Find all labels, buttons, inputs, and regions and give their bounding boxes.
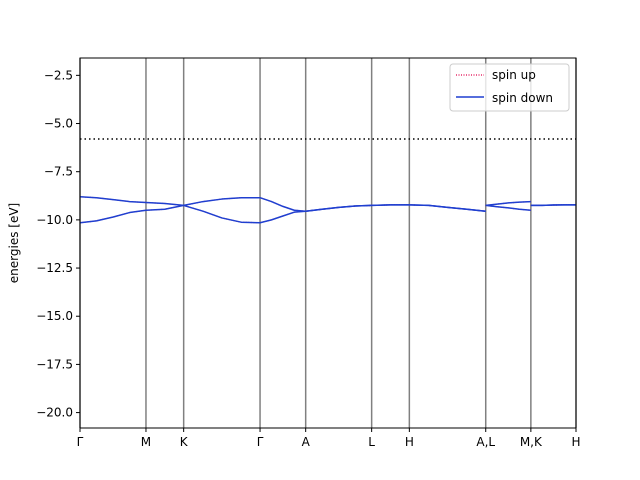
x-tick-label-6: H: [405, 435, 414, 449]
y-tick-label-3: −10.0: [36, 213, 73, 227]
x-tick-label-1: M: [141, 435, 151, 449]
x-tick-label-7: A,L: [476, 435, 495, 449]
x-axis-ticks: Γ M K Γ A L H A,L M,K H: [77, 428, 581, 449]
legend: spin up spin down: [449, 63, 570, 112]
y-tick-label-2: −7.5: [44, 165, 73, 179]
y-tick-label-5: −15.0: [36, 309, 73, 323]
y-axis-label: energies [eV]: [7, 203, 21, 283]
y-tick-label-4: −12.5: [36, 261, 73, 275]
x-tick-label-9: H: [571, 435, 580, 449]
y-tick-label-7: −20.0: [36, 406, 73, 420]
plot-area: [80, 58, 576, 428]
y-axis-ticks: −2.5 −5.0 −7.5 −10.0 −12.5 −15.0 −17.5 −20.0: [36, 68, 80, 420]
y-tick-label-0: −2.5: [44, 68, 73, 82]
legend-label-spin-up: spin up: [492, 68, 536, 82]
x-tick-label-0: Γ: [77, 435, 84, 449]
x-tick-label-8: M,K: [520, 435, 543, 449]
x-tick-label-5: L: [368, 435, 375, 449]
y-tick-label-6: −17.5: [36, 357, 73, 371]
x-tick-label-2: K: [180, 435, 189, 449]
band-lines: [79, 196, 576, 224]
legend-box: [449, 63, 570, 112]
x-tick-label-4: A: [302, 435, 311, 449]
x-tick-label-3: Γ: [257, 435, 264, 449]
y-tick-label-1: −5.0: [44, 117, 73, 131]
legend-label-spin-down: spin down: [492, 91, 553, 105]
axes-frame: [79, 57, 577, 429]
band-spin-down-1: [79, 204, 576, 224]
